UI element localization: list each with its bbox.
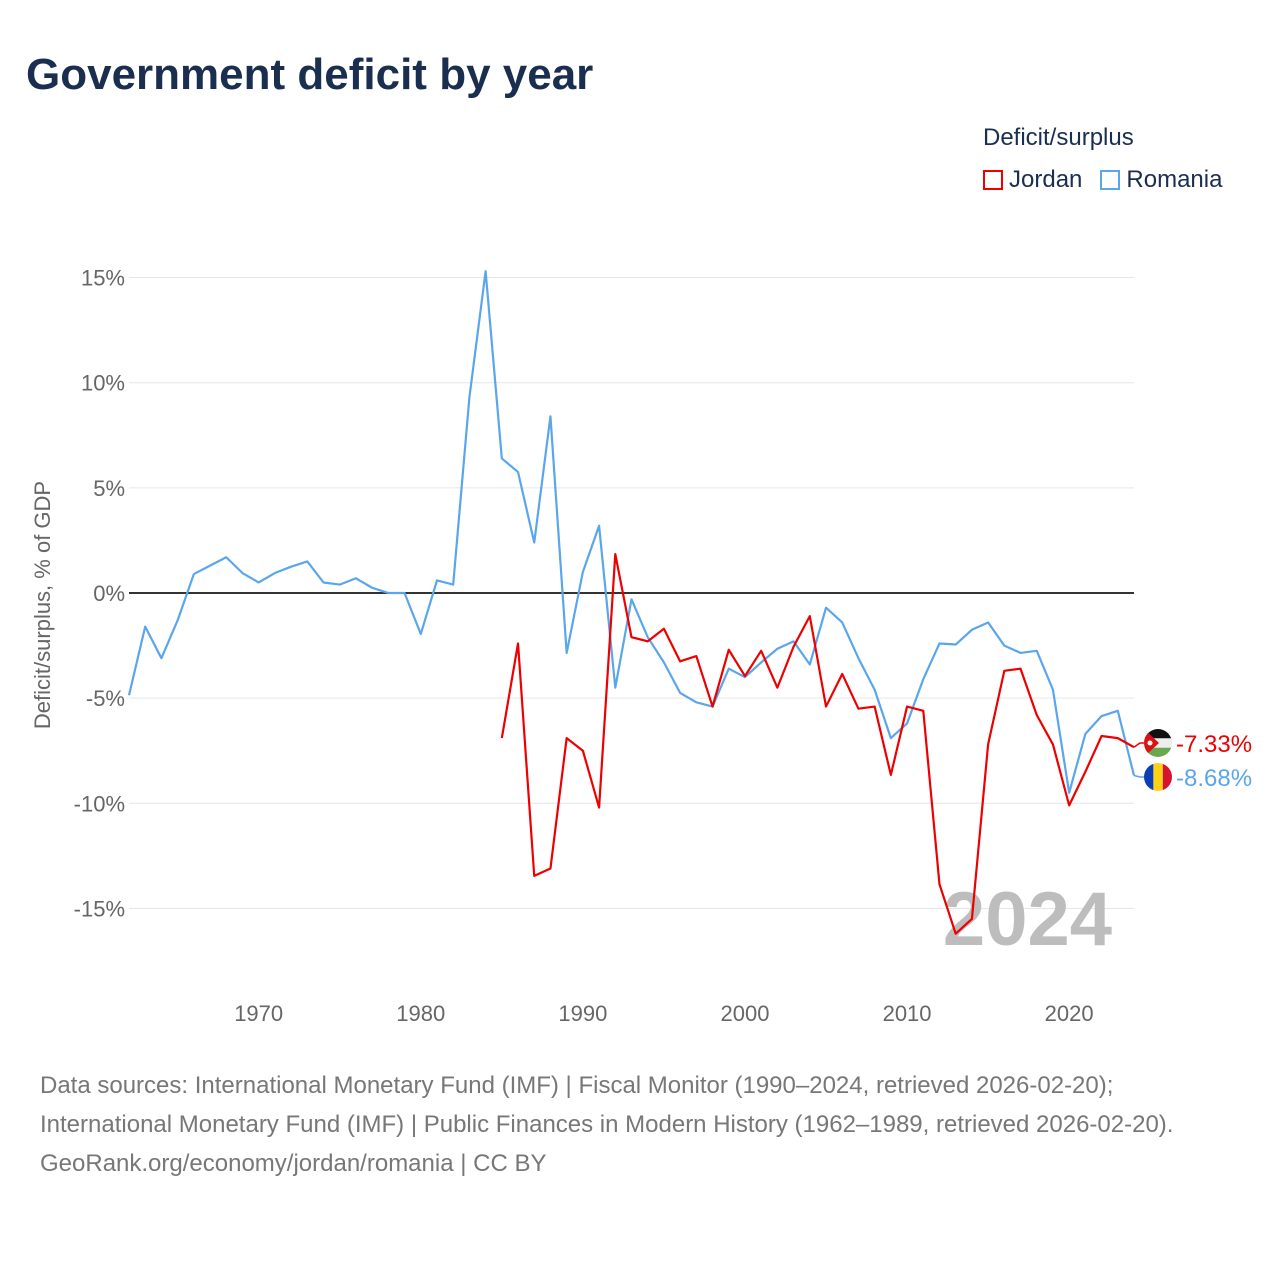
end-connector	[1133, 774, 1144, 778]
x-tick-label: 1980	[396, 1001, 445, 1026]
legend-item-romania[interactable]: Romania	[1100, 166, 1222, 194]
y-tick-label: 5%	[93, 476, 125, 501]
legend-label: Jordan	[1009, 166, 1083, 193]
x-tick-label: 1970	[234, 1001, 283, 1026]
series-line-jordan	[500, 552, 1135, 935]
legend-label: Romania	[1126, 166, 1223, 193]
year-label: 2024	[943, 877, 1112, 962]
footer: Data sources: International Monetary Fun…	[40, 1066, 1240, 1183]
legend-swatch-jordan	[983, 170, 1003, 190]
romania-flag-icon	[1144, 763, 1172, 791]
series-line-romania	[127, 270, 1136, 794]
y-tick-label: -15%	[74, 896, 125, 921]
y-tick-label: -10%	[74, 791, 125, 816]
end-value-label: -8.68%	[1176, 765, 1252, 792]
y-tick-label: 0%	[93, 581, 125, 606]
y-tick-label: -5%	[86, 686, 125, 711]
x-tick-label: 1990	[558, 1001, 607, 1026]
y-tick-label: 15%	[81, 266, 125, 291]
x-tick-label: 2010	[883, 1001, 932, 1026]
credit-link[interactable]: GeoRank.org/economy/jordan/romania | CC …	[40, 1150, 547, 1177]
x-tick-label: 2000	[720, 1001, 769, 1026]
legend-swatch-romania	[1100, 170, 1121, 190]
legend-title: Deficit/surplus	[983, 124, 1134, 151]
end-connector	[1133, 742, 1144, 748]
x-tick-label: 2020	[1045, 1001, 1094, 1026]
end-value-label: -7.33%	[1176, 731, 1252, 758]
legend-item-jordan[interactable]: Jordan	[983, 166, 1082, 194]
jordan-flag-icon	[1144, 729, 1172, 757]
y-tick-label: 10%	[81, 371, 125, 396]
chart-title: Government deficit by year	[26, 50, 594, 99]
legend: Jordan Romania	[983, 166, 1222, 194]
y-axis-label: Deficit/surplus, % of GDP	[30, 481, 55, 729]
data-sources: Data sources: International Monetary Fun…	[40, 1072, 1174, 1138]
